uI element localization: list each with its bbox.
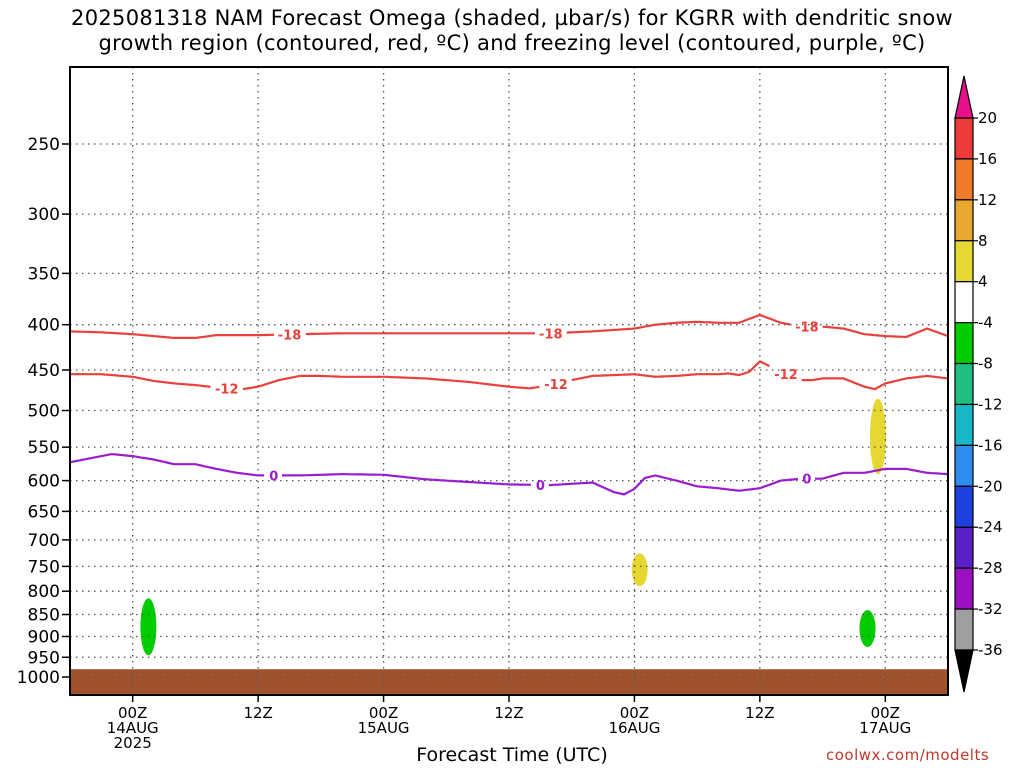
colorbar-label-11: -24 <box>978 518 1003 536</box>
contour-line--12-seg-1 <box>70 373 211 388</box>
x-tick-label-48-1: 00Z <box>620 704 649 722</box>
colorbar-top-triangle <box>954 75 974 119</box>
y-tick-label-700: 700 <box>28 531 60 551</box>
x-tick-label-0-3: 2025 <box>114 734 152 752</box>
colorbar-bottom-triangle <box>954 649 974 693</box>
colorbar-bin-13 <box>954 608 974 651</box>
contour-line--18-seg-4 <box>822 325 949 339</box>
y-tick-label-450: 450 <box>28 361 60 381</box>
colorbar-label-2: 16 <box>978 150 997 168</box>
colorbar-label-12: -28 <box>978 559 1003 577</box>
plot-frame-layer <box>69 66 949 696</box>
omega-shading-3 <box>859 609 876 648</box>
colorbar-bin-2 <box>954 158 974 201</box>
contour-label-0-3: 0 <box>802 473 811 488</box>
contour-label--18-3: -18 <box>795 321 819 336</box>
contour-line--12-seg-3 <box>571 360 770 382</box>
omega-shading-4 <box>869 398 886 475</box>
chart-title-line-2: growth region (contoured, red, ºC) and f… <box>98 31 926 55</box>
colorbar-bin-9 <box>954 444 974 487</box>
colorbar-label-9: -16 <box>978 436 1003 454</box>
y-tick-label-400: 400 <box>28 316 60 336</box>
omega-shading-2 <box>631 553 648 587</box>
y-tick-label-900: 900 <box>28 627 60 647</box>
x-tick-label-72-1: 00Z <box>871 704 900 722</box>
x-tick-label-0-1: 00Z <box>118 704 147 722</box>
y-tick-label-550: 550 <box>28 438 60 458</box>
colorbar-label-3: 12 <box>978 191 997 209</box>
chart-title-line-1: 2025081318 NAM Forecast Omega (shaded, µ… <box>71 6 953 30</box>
colorbar-bin-12 <box>954 567 974 610</box>
colorbar-label-1: 20 <box>978 109 997 127</box>
colorbar-bin-3 <box>954 199 974 242</box>
x-tick-label-24-2: 15AUG <box>358 719 410 737</box>
contour-label--12-3: -12 <box>774 368 798 383</box>
colorbar-bin-10 <box>954 485 974 528</box>
contour-label--12-2: -12 <box>544 378 568 393</box>
contour-label--18-2: -18 <box>539 327 563 342</box>
contour-line--12-seg-2 <box>242 374 540 391</box>
contour-label--18-1: -18 <box>278 328 302 343</box>
colorbar-bin-8 <box>954 403 974 446</box>
colorbar-label-4: 8 <box>978 232 988 250</box>
y-tick-label-800: 800 <box>28 582 60 602</box>
contour-label-0-1: 0 <box>269 469 278 484</box>
contour-line-0-seg-1 <box>69 453 265 477</box>
colorbar-label-5: 4 <box>978 273 988 291</box>
colorbar-bin-1 <box>954 117 974 160</box>
omega-shading-1 <box>140 598 157 656</box>
contour-line--18-seg-2 <box>305 332 535 336</box>
colorbar-bin-11 <box>954 526 974 569</box>
y-tick-label-500: 500 <box>28 402 60 422</box>
colorbar-label-13: -32 <box>978 600 1003 618</box>
colorbar: 20 16 12 8 4 -4 -8 -12 -16 -20 -24 -28 -32 -36 <box>954 75 1003 693</box>
contour-label--12-1: -12 <box>215 383 239 398</box>
y-tick-label-350: 350 <box>28 264 60 284</box>
colorbar-bin-7 <box>954 362 974 406</box>
colorbar-label-6: -4 <box>978 314 993 332</box>
colorbar-label-7: -8 <box>978 355 993 373</box>
x-tick-label-12-1: 12Z <box>243 704 272 722</box>
omega-shading-layer <box>140 398 886 656</box>
y-tick-label-750: 750 <box>28 557 60 577</box>
grid-layer <box>70 67 948 695</box>
x-tick-label-0-2: 14AUG <box>107 719 159 737</box>
y-axis: 2503003504004505005506006507007508008509… <box>17 135 70 688</box>
colorbar-bin-5 <box>954 281 974 324</box>
colorbar-label-10: -20 <box>978 477 1003 495</box>
y-tick-label-1000: 1000 <box>17 668 60 688</box>
contour-line-0-seg-2 <box>282 473 531 486</box>
colorbar-bin-4 <box>954 240 974 283</box>
contour-line--18-seg-1 <box>70 330 275 339</box>
plot-frame <box>69 66 949 696</box>
x-tick-label-36-1: 12Z <box>494 704 523 722</box>
colorbar-bin-6 <box>954 322 974 365</box>
y-tick-label-850: 850 <box>28 606 60 626</box>
y-tick-label-650: 650 <box>28 502 60 522</box>
x-tick-label-60-1: 12Z <box>745 704 774 722</box>
y-tick-label-250: 250 <box>28 135 60 155</box>
contour-line-0-seg-3 <box>548 474 799 496</box>
y-tick-label-950: 950 <box>28 648 60 668</box>
chart-title: 2025081318 NAM Forecast Omega (shaded, µ… <box>0 6 1024 56</box>
y-tick-label-300: 300 <box>28 205 60 225</box>
contour-layer: -18 -18 -18 -12 -12 -12 0 0 0 <box>69 313 949 496</box>
contour-label-0-2: 0 <box>536 479 545 494</box>
colorbar-label-14: -36 <box>978 641 1003 659</box>
contour-line-0-seg-4 <box>815 467 949 480</box>
credit-text: coolwx.com/modelts <box>826 746 990 764</box>
contour-line--12-seg-4 <box>801 374 949 391</box>
contour-line--18-seg-3 <box>566 313 791 334</box>
x-axis-label: Forecast Time (UTC) <box>416 744 608 766</box>
x-tick-label-24-1: 00Z <box>369 704 398 722</box>
colorbar-label-8: -12 <box>978 395 1003 413</box>
y-tick-label-600: 600 <box>28 472 60 492</box>
x-tick-label-72-2: 17AUG <box>859 719 911 737</box>
x-tick-label-48-2: 16AUG <box>608 719 660 737</box>
